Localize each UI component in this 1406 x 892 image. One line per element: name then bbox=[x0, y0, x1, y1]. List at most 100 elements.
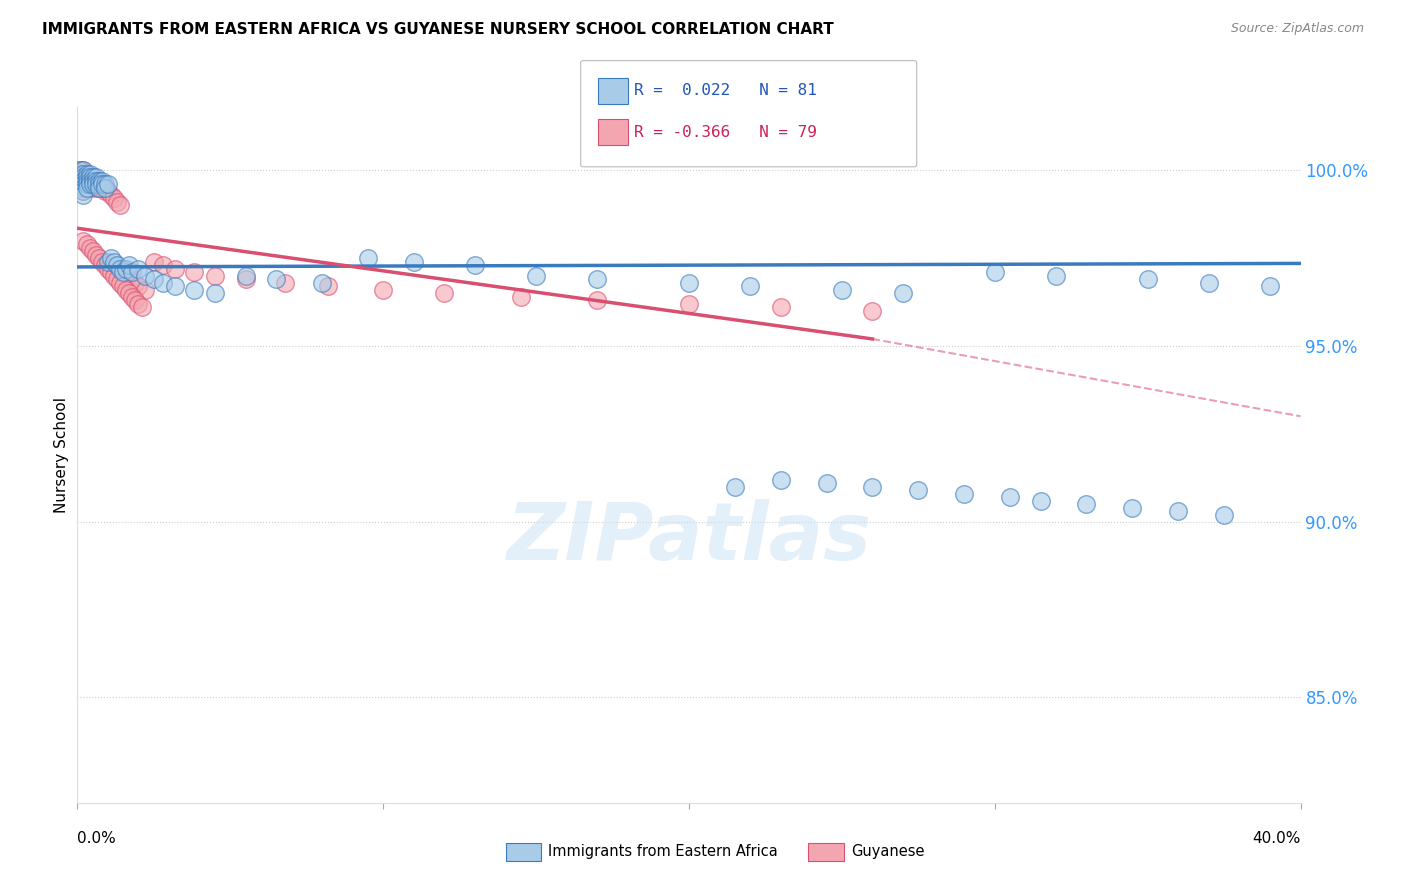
Point bbox=[112, 265, 135, 279]
Point bbox=[79, 174, 101, 188]
Point bbox=[118, 286, 141, 301]
Point bbox=[82, 170, 104, 185]
Point bbox=[100, 251, 122, 265]
Point bbox=[87, 251, 110, 265]
Point bbox=[76, 167, 98, 181]
Point bbox=[371, 283, 394, 297]
Point bbox=[907, 483, 929, 497]
Point bbox=[72, 174, 94, 188]
Point bbox=[1076, 497, 1098, 511]
Point bbox=[115, 265, 138, 279]
Point bbox=[204, 268, 226, 283]
Point bbox=[72, 174, 94, 188]
Point bbox=[82, 178, 104, 192]
Point bbox=[82, 244, 104, 259]
Point bbox=[94, 258, 117, 272]
Point bbox=[76, 178, 98, 192]
Point bbox=[76, 170, 98, 185]
Point bbox=[69, 163, 91, 178]
Point bbox=[134, 283, 156, 297]
Point bbox=[72, 170, 94, 185]
Point bbox=[87, 181, 110, 195]
Point bbox=[115, 261, 138, 276]
Point bbox=[121, 290, 143, 304]
Point bbox=[69, 174, 91, 188]
Point bbox=[815, 476, 838, 491]
Point bbox=[76, 174, 98, 188]
Point bbox=[204, 286, 226, 301]
Text: 0.0%: 0.0% bbox=[77, 831, 117, 846]
Point bbox=[128, 279, 150, 293]
Point bbox=[769, 473, 792, 487]
Point bbox=[112, 261, 135, 276]
Point bbox=[76, 181, 98, 195]
Point bbox=[90, 174, 112, 188]
Text: R = -0.366   N = 79: R = -0.366 N = 79 bbox=[634, 125, 817, 139]
Point bbox=[84, 174, 107, 188]
Point bbox=[108, 261, 131, 276]
Point bbox=[142, 272, 165, 286]
Point bbox=[87, 174, 110, 188]
Point bbox=[264, 272, 287, 286]
Point bbox=[1258, 279, 1281, 293]
Point bbox=[1029, 493, 1052, 508]
Point bbox=[79, 170, 101, 185]
Point bbox=[87, 178, 110, 192]
Point bbox=[69, 163, 91, 178]
Point bbox=[183, 265, 205, 279]
Text: Immigrants from Eastern Africa: Immigrants from Eastern Africa bbox=[548, 845, 778, 859]
Point bbox=[134, 268, 156, 283]
Point bbox=[69, 178, 91, 192]
Point bbox=[121, 265, 143, 279]
Point bbox=[82, 178, 104, 192]
Point bbox=[84, 181, 107, 195]
Point bbox=[464, 258, 486, 272]
Point bbox=[183, 283, 205, 297]
Point bbox=[72, 163, 94, 178]
Point bbox=[72, 187, 94, 202]
Point bbox=[586, 272, 609, 286]
Point bbox=[69, 167, 91, 181]
Point bbox=[94, 181, 117, 195]
Point bbox=[105, 258, 128, 272]
Point bbox=[128, 261, 150, 276]
Point bbox=[82, 174, 104, 188]
Point bbox=[87, 181, 110, 195]
Point bbox=[72, 170, 94, 185]
Point bbox=[769, 301, 792, 315]
Point bbox=[586, 293, 609, 308]
Point bbox=[79, 178, 101, 192]
Point bbox=[142, 254, 165, 268]
Point bbox=[105, 272, 128, 286]
Point bbox=[69, 167, 91, 181]
Point bbox=[76, 178, 98, 192]
Point bbox=[69, 170, 91, 185]
Point bbox=[79, 167, 101, 181]
Point bbox=[76, 237, 98, 252]
Point bbox=[79, 174, 101, 188]
Point bbox=[90, 178, 112, 192]
Point bbox=[402, 254, 425, 268]
Point bbox=[103, 268, 125, 283]
Point bbox=[94, 181, 117, 195]
Point bbox=[235, 272, 257, 286]
Point bbox=[103, 191, 125, 205]
Point bbox=[82, 170, 104, 185]
Point bbox=[100, 187, 122, 202]
Text: Guyanese: Guyanese bbox=[851, 845, 924, 859]
Point bbox=[165, 279, 187, 293]
Point bbox=[1198, 276, 1220, 290]
Point bbox=[94, 185, 117, 199]
Text: R =  0.022   N = 81: R = 0.022 N = 81 bbox=[634, 84, 817, 98]
Point bbox=[357, 251, 380, 265]
Point bbox=[831, 283, 853, 297]
Point bbox=[79, 170, 101, 185]
Point bbox=[953, 486, 976, 500]
Point bbox=[90, 178, 112, 192]
Point bbox=[128, 297, 150, 311]
Point bbox=[105, 194, 128, 209]
Point bbox=[72, 181, 94, 195]
Point bbox=[72, 167, 94, 181]
Text: IMMIGRANTS FROM EASTERN AFRICA VS GUYANESE NURSERY SCHOOL CORRELATION CHART: IMMIGRANTS FROM EASTERN AFRICA VS GUYANE… bbox=[42, 22, 834, 37]
Point bbox=[1213, 508, 1236, 522]
